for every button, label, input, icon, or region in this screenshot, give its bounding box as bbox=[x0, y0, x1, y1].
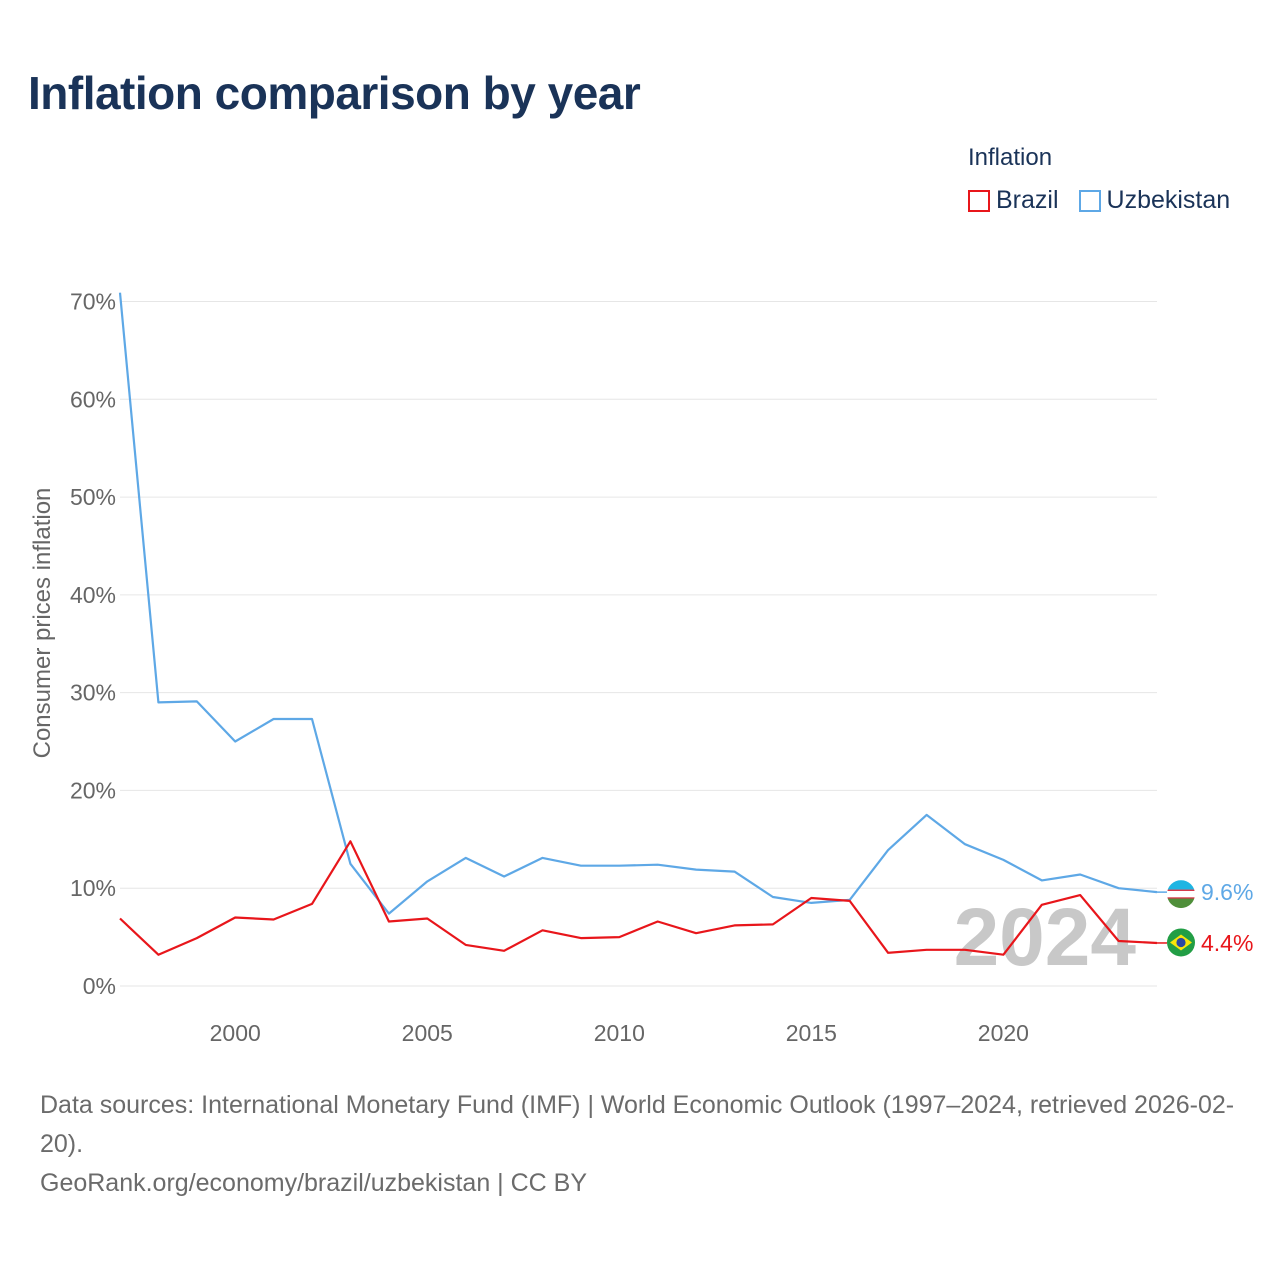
legend: Brazil Uzbekistan bbox=[968, 186, 1230, 215]
chart-title: Inflation comparison by year bbox=[28, 67, 641, 119]
flag-brazil-icon bbox=[1167, 928, 1195, 957]
flag-stripe-upper bbox=[1167, 889, 1195, 891]
flag-uzbekistan-icon bbox=[1167, 880, 1195, 909]
credit-link[interactable]: GeoRank.org/economy/brazil/uzbekistan | … bbox=[40, 1169, 588, 1197]
series-lines bbox=[118, 292, 1158, 956]
line-chart: 0% 10% 20% 30% 40% 50% 60% 70% 2000 2005 2010 2015… bbox=[29, 289, 1253, 1047]
flag-band-top bbox=[1167, 880, 1195, 890]
data-sources-note: Data sources: International Monetary Fun… bbox=[40, 1091, 1235, 1158]
end-value-label-brazil: 4.4% bbox=[1201, 930, 1253, 956]
y-tick-label: 10% bbox=[70, 875, 116, 901]
end-value-label-uzbekistan: 9.6% bbox=[1201, 879, 1253, 905]
y-tick-label: 30% bbox=[70, 680, 116, 706]
year-watermark: 2024 bbox=[954, 892, 1137, 983]
series-line-brazil[interactable] bbox=[119, 840, 1158, 956]
y-tick-label: 50% bbox=[70, 484, 116, 510]
legend-label-uzbekistan: Uzbekistan bbox=[1106, 186, 1231, 214]
flag-band-middle bbox=[1167, 889, 1195, 899]
y-tick-label: 20% bbox=[70, 777, 116, 803]
x-tick-label: 2005 bbox=[402, 1020, 453, 1046]
y-tick-label: 60% bbox=[70, 386, 116, 412]
x-axis-ticks: 2000 2005 2010 2015 2020 bbox=[210, 1020, 1029, 1046]
gridlines bbox=[120, 301, 1157, 987]
y-tick-label: 70% bbox=[70, 289, 116, 315]
legend-swatch-uzbekistan bbox=[1078, 189, 1101, 212]
series-line-uzbekistan[interactable] bbox=[118, 292, 1158, 915]
flag-stripe-lower bbox=[1167, 897, 1195, 899]
legend-swatch-brazil bbox=[968, 189, 990, 212]
x-tick-label: 2020 bbox=[978, 1020, 1029, 1046]
y-axis-ticks: 0% 10% 20% 30% 40% 50% 60% 70% bbox=[70, 289, 116, 1000]
x-tick-label: 2000 bbox=[210, 1020, 261, 1046]
legend-item-uzbekistan[interactable]: Uzbekistan bbox=[1078, 186, 1231, 215]
y-tick-label: 0% bbox=[83, 973, 116, 999]
legend-label-brazil: Brazil bbox=[996, 186, 1059, 214]
x-tick-label: 2015 bbox=[786, 1020, 837, 1046]
flag-globe bbox=[1176, 937, 1186, 948]
legend-item-brazil[interactable]: Brazil bbox=[968, 186, 1059, 215]
series-end-markers: 4.4% 9.6% bbox=[1157, 879, 1253, 957]
y-axis-label: Consumer prices inflation bbox=[29, 488, 56, 759]
y-tick-label: 40% bbox=[70, 582, 116, 608]
x-tick-label: 2010 bbox=[594, 1020, 645, 1046]
legend-title: Inflation bbox=[968, 144, 1053, 171]
flag-band-bottom bbox=[1167, 898, 1195, 909]
